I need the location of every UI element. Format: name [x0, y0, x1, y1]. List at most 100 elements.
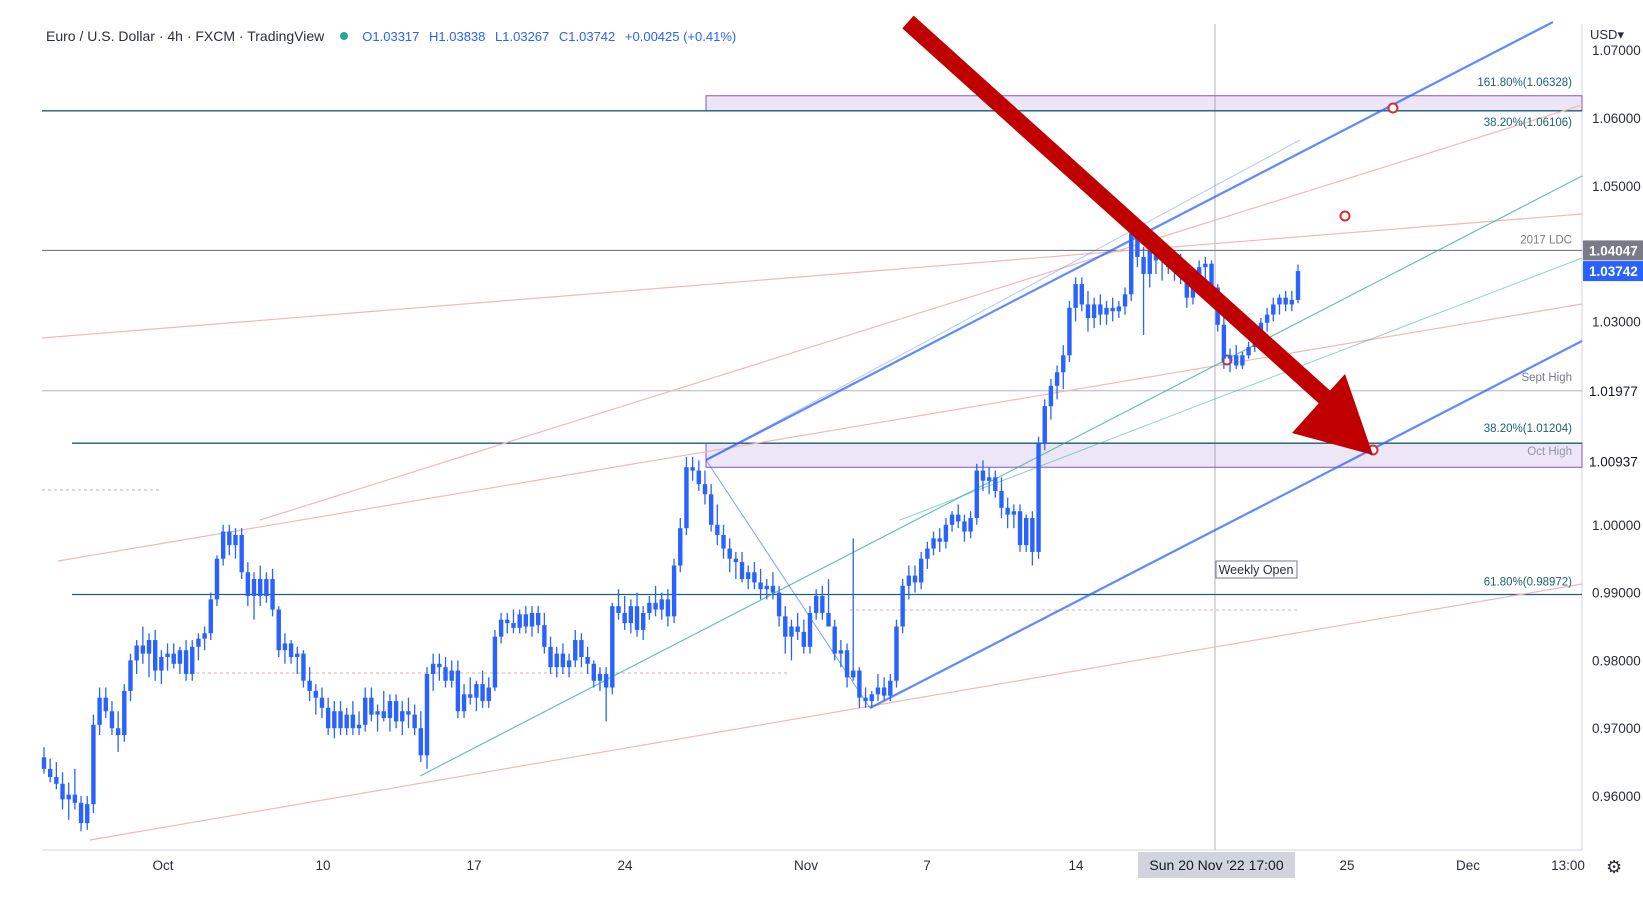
bearish-arrow-shaft [902, 15, 1336, 409]
candle-body [573, 640, 578, 661]
candle-body [801, 631, 807, 647]
price-tick-label: 0.97000 [1592, 721, 1641, 736]
candle-body [202, 633, 207, 639]
price-label: 1.03742 [1589, 264, 1638, 279]
candle-body [548, 646, 553, 668]
candle-body [678, 528, 683, 566]
candle-body [813, 595, 819, 613]
candle-body [715, 524, 720, 535]
time-tick-label: Dec [1456, 858, 1480, 873]
price-tick-label: 1.07000 [1592, 43, 1641, 58]
level-label: Sept High [1521, 372, 1572, 384]
candle-body [78, 802, 84, 824]
candle-body [270, 579, 275, 610]
candle-body [708, 494, 714, 525]
candle-body [505, 619, 510, 624]
candle-body [517, 614, 522, 628]
candle-body [1067, 307, 1072, 356]
candle-body [91, 724, 96, 805]
candle-body [313, 690, 319, 698]
candle-body [1221, 324, 1227, 359]
time-tick-label: 10 [315, 858, 330, 873]
candle-body [1129, 233, 1134, 295]
candle-body [498, 619, 504, 637]
candle-body [1283, 297, 1288, 305]
candle-body [783, 616, 788, 637]
candle-body [523, 614, 529, 627]
candle-body [628, 606, 634, 624]
candle-body [122, 690, 127, 735]
currency-label: USD [1590, 27, 1618, 42]
candle-body [999, 490, 1004, 508]
symbol-title[interactable]: Euro / U.S. Dollar · 4h · FXCM · Trading… [46, 28, 325, 44]
support-zone [705, 442, 1583, 468]
market-status-icon [340, 32, 349, 40]
candle-body [251, 579, 257, 596]
zones-layer [705, 95, 1583, 468]
candle-body [66, 794, 71, 800]
regression-line [89, 583, 1583, 841]
price-tick-label: 0.99000 [1592, 586, 1641, 601]
candle-body [492, 636, 498, 688]
price-tick-label: 0.98000 [1592, 653, 1641, 668]
candle-body [159, 657, 164, 671]
candle-body [566, 660, 572, 668]
candle-body [344, 714, 349, 729]
candle-body [301, 653, 306, 681]
candle-body [171, 653, 176, 664]
candle-body [610, 606, 615, 688]
candle-body [937, 538, 942, 542]
price-label-bg [1583, 380, 1643, 401]
candle-body [641, 612, 646, 630]
candle-body [369, 697, 374, 715]
candle-body [325, 707, 331, 729]
candle-body [85, 804, 90, 824]
candle-body [1085, 304, 1091, 319]
ohlc-change: +0.00425 (+0.41%) [624, 28, 737, 44]
candle-body [554, 653, 559, 668]
candle-body [1264, 314, 1270, 323]
candle-body [943, 524, 949, 542]
candle-body [474, 684, 479, 698]
candle-body [974, 470, 979, 519]
candle-body [418, 728, 424, 756]
arrow-layer [902, 15, 1373, 455]
level-label: 61.80%(0.98972) [1484, 576, 1572, 588]
price-tick-label: 1.06000 [1592, 111, 1641, 126]
price-tick-label: 1.05000 [1592, 179, 1641, 194]
currency-selector[interactable]: USD▾ [1590, 27, 1624, 42]
level-label: 2017 LDC [1520, 234, 1572, 246]
level-label: 161.80%(1.06328) [1477, 77, 1572, 89]
candle-body [381, 711, 386, 719]
candle-body [1017, 511, 1023, 546]
median-line [899, 257, 1583, 521]
candle-body [449, 670, 454, 681]
candle-body [455, 670, 461, 712]
time-tick-label: Nov [794, 858, 818, 873]
candle-body [128, 660, 133, 691]
candle-body [41, 757, 47, 769]
candle-body [671, 565, 677, 617]
price-axis[interactable]: 0.960000.970000.980000.990001.000001.010… [1583, 43, 1643, 804]
candle-body [616, 606, 621, 613]
time-axis[interactable]: Oct 10 17 24 Nov 7 14 25 Dec 13:00 [152, 858, 1584, 873]
candle-body [659, 599, 664, 610]
candle-body [844, 650, 850, 678]
candle-body [146, 640, 152, 654]
candle-body [393, 701, 399, 722]
candle-body [702, 484, 708, 495]
candle-body [906, 575, 912, 586]
price-label: 1.04047 [1589, 243, 1638, 258]
candle-body [746, 572, 751, 580]
candle-body [764, 585, 769, 590]
candle-body [770, 585, 776, 593]
candle-body [363, 697, 368, 725]
candle-body [931, 538, 936, 549]
price-tick-label: 1.00000 [1592, 518, 1641, 533]
candle-body [1054, 372, 1060, 386]
level-label: 38.20%(1.06106) [1484, 117, 1572, 129]
gear-icon[interactable]: ⚙ [1606, 857, 1623, 877]
candle-body [1209, 263, 1214, 288]
candle-body [511, 623, 516, 628]
